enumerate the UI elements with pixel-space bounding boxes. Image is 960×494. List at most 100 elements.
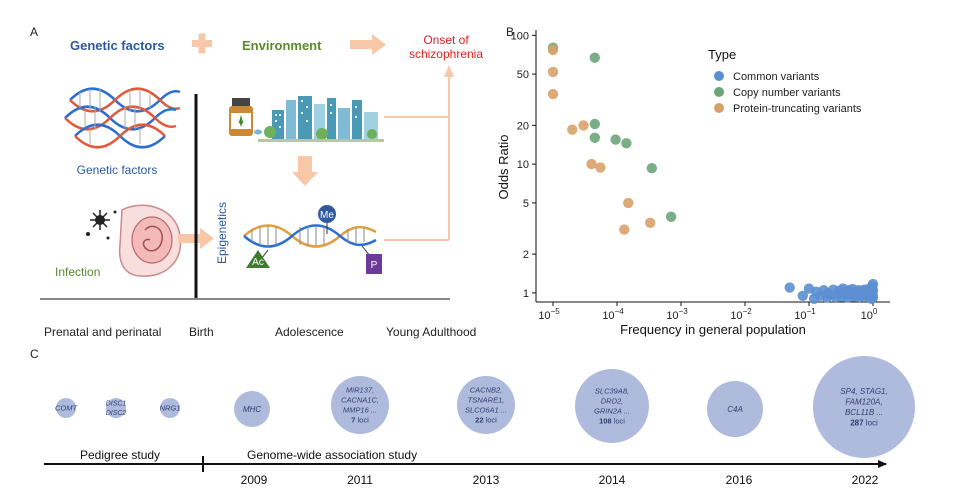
acetyl-marker: Ac bbox=[246, 250, 270, 268]
point-ptv bbox=[547, 44, 559, 56]
legend-marker-common bbox=[714, 71, 724, 81]
bubble-circle bbox=[707, 381, 763, 437]
plus-icon bbox=[192, 33, 212, 54]
point-cnv bbox=[589, 132, 600, 143]
phospho-marker: P bbox=[366, 254, 382, 274]
bubble-gene-label: DRD2, bbox=[601, 397, 624, 406]
stage-adolescence: Adolescence bbox=[275, 325, 344, 339]
y-tick-label: 20 bbox=[517, 120, 529, 132]
year-2009: 2009 bbox=[241, 473, 268, 487]
bubble-gene-label: TSNARE1, bbox=[468, 396, 505, 405]
point-ptv bbox=[567, 124, 578, 135]
bubble-gene-label: SLCO6A1 ... bbox=[465, 406, 507, 415]
panel-b-label: B bbox=[506, 25, 514, 39]
bubble-gene-label: MHC bbox=[243, 405, 261, 414]
bubble-loci-count: 22 loci bbox=[475, 416, 497, 425]
bubble-circle bbox=[106, 398, 126, 418]
point-common bbox=[867, 278, 879, 290]
environment-title: Environment bbox=[242, 38, 322, 53]
point-common bbox=[867, 292, 879, 303]
bubble-gene-label: GRIN2A ... bbox=[594, 407, 630, 416]
point-cnv bbox=[589, 118, 600, 130]
point-common bbox=[797, 290, 808, 301]
bubble-gene-label: COMT bbox=[55, 404, 78, 413]
dna-helix-icon bbox=[64, 87, 181, 149]
x-tick-label: 10−3 bbox=[666, 307, 688, 322]
x-tick-label: 10−2 bbox=[730, 307, 752, 322]
gene-bubble: NRG1 bbox=[160, 398, 181, 418]
bubble-gene-label: DISC1 bbox=[106, 401, 127, 408]
point-common bbox=[784, 282, 795, 293]
stage-prenatal: Prenatal and perinatal bbox=[44, 325, 161, 339]
point-cnv bbox=[589, 52, 600, 63]
y-axis-label: Odds Ratio bbox=[496, 134, 511, 199]
bubble-loci-count: 108 loci bbox=[599, 417, 625, 426]
bubble-gene-label: MIR137, bbox=[346, 386, 374, 395]
gene-bubbles: COMT DISC1 DISC2 NRG1 MHC MIR137,CACNA1C,MMP1… bbox=[55, 356, 915, 458]
stage-birth: Birth bbox=[189, 325, 214, 339]
pregnancy-icon bbox=[118, 204, 182, 277]
point-ptv bbox=[595, 162, 606, 173]
y-tick-label: 5 bbox=[523, 198, 529, 210]
virus-icon bbox=[86, 210, 117, 240]
y-tick-label: 1 bbox=[523, 288, 529, 300]
bubble-gene-label: CACNB2, bbox=[470, 386, 503, 395]
methyl-label: Me bbox=[320, 210, 334, 221]
bubble-gene-label: NRG1 bbox=[160, 404, 181, 413]
bubble-circle bbox=[813, 356, 915, 458]
year-2016: 2016 bbox=[726, 473, 753, 487]
genetic-factors-caption: Genetic factors bbox=[77, 163, 158, 177]
epigenetic-dna-icon bbox=[243, 222, 377, 259]
bubble-gene-label: SLC39A8, bbox=[595, 387, 629, 396]
legend-marker-cnv bbox=[714, 87, 724, 97]
panel-c-label: C bbox=[30, 347, 39, 361]
point-ptv bbox=[586, 158, 597, 170]
point-cnv bbox=[621, 138, 632, 149]
bubble-circle bbox=[457, 376, 515, 434]
point-ptv bbox=[547, 88, 559, 100]
panel-b: B 1 2 5 10 20 50 100 10−5 10−4 10−3 10−2 10−1 100 Od… bbox=[496, 25, 890, 337]
legend-label-ptv: Protein-truncating variants bbox=[733, 103, 862, 115]
methyl-marker: Me bbox=[318, 205, 336, 223]
point-cnv bbox=[665, 211, 677, 222]
point-ptv bbox=[578, 120, 589, 131]
stage-young-adulthood: Young Adulthood bbox=[386, 325, 476, 339]
gene-bubble: C4A bbox=[707, 381, 763, 437]
bubble-circle bbox=[575, 369, 649, 443]
onset-line-1: Onset of bbox=[423, 33, 469, 47]
year-2013: 2013 bbox=[473, 473, 500, 487]
gene-bubble: DISC1 DISC2 bbox=[106, 398, 127, 418]
pedigree-label: Pedigree study bbox=[80, 448, 160, 462]
bubble-gene-label: DISC2 bbox=[106, 410, 127, 417]
gene-bubble: COMT bbox=[55, 398, 78, 418]
bubble-gene-label: MMP16 ... bbox=[343, 406, 377, 415]
bubble-gene-label: BCL11B ... bbox=[845, 408, 883, 417]
genetic-factors-title: Genetic factors bbox=[70, 38, 165, 53]
year-2014: 2014 bbox=[599, 473, 626, 487]
city-skyline-icon bbox=[258, 96, 384, 142]
bubble-circle bbox=[331, 376, 389, 434]
legend-label-common: Common variants bbox=[733, 71, 820, 83]
bubble-gene-label: FAM120A, bbox=[845, 398, 882, 407]
point-ptv bbox=[619, 224, 630, 235]
bubble-circle bbox=[56, 398, 76, 418]
panel-c: C COMT DISC1 DISC2 NRG1 MHC MIR137,CACNA1C,MM… bbox=[30, 347, 915, 487]
point-ptv bbox=[547, 66, 559, 78]
gwas-label: Genome-wide association study bbox=[247, 448, 417, 462]
y-tick-label: 50 bbox=[517, 69, 529, 81]
gene-bubble: CACNB2,TSNARE1,SLCO6A1 ...22 loci bbox=[457, 376, 515, 434]
phospho-label: P bbox=[371, 260, 378, 271]
infection-caption: Infection bbox=[55, 265, 100, 279]
panel-a: A Genetic factors Environment Onset of s… bbox=[30, 25, 483, 339]
gene-bubble: MHC bbox=[234, 391, 270, 427]
legend: Type Common variants Copy number variant… bbox=[708, 47, 862, 115]
x-tick-label: 10−5 bbox=[538, 307, 560, 322]
x-tick-label: 10−1 bbox=[794, 307, 816, 322]
legend-title: Type bbox=[708, 47, 736, 62]
x-axis-label: Frequency in general population bbox=[620, 322, 806, 337]
y-tick-label: 10 bbox=[517, 159, 529, 171]
bubble-circle bbox=[160, 398, 180, 418]
epigenetics-label: Epigenetics bbox=[215, 202, 229, 264]
year-2011: 2011 bbox=[347, 473, 373, 487]
